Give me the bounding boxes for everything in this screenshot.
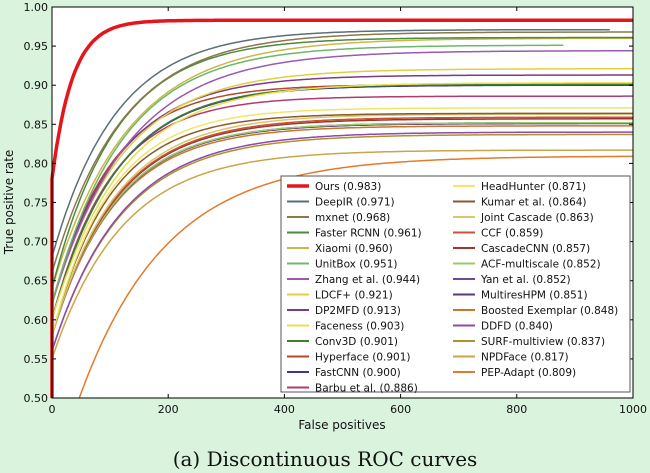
y-tick-label: 0.95 <box>24 40 49 53</box>
legend-label: Hyperface (0.901) <box>315 352 411 364</box>
legend-label: UnitBox (0.951) <box>315 259 397 271</box>
legend-label: MultiresHPM (0.851) <box>481 290 588 302</box>
legend-label: DeepIR (0.971) <box>315 197 395 209</box>
y-tick-label: 0.80 <box>24 157 49 170</box>
roc-curve <box>51 31 633 398</box>
roc-curves <box>50 18 633 399</box>
roc-curve <box>51 131 633 398</box>
legend-label: CCF (0.859) <box>481 228 543 240</box>
legend-label: Yan et al. (0.852) <box>480 274 571 286</box>
roc-curve <box>51 113 633 398</box>
y-axis: 0.50 0.55 0.60 0.65 0.70 0.75 0.80 0.85 0.90 0.95… <box>24 1 633 405</box>
legend-label: Zhang et al. (0.944) <box>315 274 420 286</box>
figure-caption: (a) Discontinuous ROC curves <box>172 447 478 471</box>
roc-curve <box>51 121 633 398</box>
y-tick-label: 0.85 <box>24 118 49 131</box>
legend-label: Boosted Exemplar (0.848) <box>481 305 618 317</box>
y-axis-label: True positive rate <box>2 150 16 256</box>
legend-label: DDFD (0.840) <box>481 321 553 333</box>
x-tick-label: 600 <box>390 403 411 416</box>
roc-curve <box>51 50 633 398</box>
x-tick-label: 0 <box>49 403 56 416</box>
legend-label: Kumar et al. (0.864) <box>481 197 587 209</box>
y-tick-label: 0.70 <box>24 236 49 249</box>
roc-curve <box>51 118 633 398</box>
legend-label: PEP-Adapt (0.809) <box>481 367 576 379</box>
legend-label: mxnet (0.968) <box>315 212 390 224</box>
legend-label: CascadeCNN (0.857) <box>481 243 590 255</box>
roc-curve <box>51 44 564 398</box>
roc-curve <box>51 112 633 398</box>
legend: Ours (0.983) DeepIR (0.971) mxnet (0.968) F… <box>280 175 631 395</box>
roc-curve <box>51 107 633 398</box>
roc-curve <box>51 125 633 398</box>
x-axis-label: False positives <box>298 418 385 432</box>
roc-curve <box>51 68 633 398</box>
y-tick-label: 0.75 <box>24 197 49 210</box>
x-tick-label: 400 <box>274 403 295 416</box>
legend-label: ACF-multiscale (0.852) <box>481 259 601 271</box>
y-tick-label: 0.60 <box>24 314 49 327</box>
roc-curve <box>51 28 610 398</box>
legend-label: Barbu et al. (0.886) <box>315 383 418 395</box>
roc-curve <box>51 116 633 398</box>
y-tick-label: 0.65 <box>24 275 49 288</box>
legend-label: Ours (0.983) <box>315 181 381 193</box>
x-tick-label: 200 <box>158 403 179 416</box>
legend-label: HeadHunter (0.871) <box>481 181 586 193</box>
y-tick-label: 0.90 <box>24 79 49 92</box>
legend-label: SURF-multiview (0.837) <box>481 336 605 348</box>
x-axis: 0 200 400 600 800 1000 <box>49 7 647 416</box>
legend-label: Faceness (0.903) <box>315 321 404 333</box>
legend-label: Joint Cascade (0.863) <box>480 212 594 224</box>
legend-label: NPDFace (0.817) <box>481 352 569 364</box>
roc-curve <box>78 155 633 399</box>
y-tick-label: 0.55 <box>24 353 49 366</box>
roc-curve <box>51 37 633 398</box>
legend-label: DP2MFD (0.913) <box>315 305 401 317</box>
roc-curve <box>51 149 633 398</box>
roc-curve <box>50 18 633 398</box>
y-tick-label: 1.00 <box>24 1 49 14</box>
legend-label: Conv3D (0.901) <box>315 336 398 348</box>
legend-label: Faster RCNN (0.961) <box>315 228 422 240</box>
legend-label: FastCNN (0.900) <box>315 367 401 379</box>
legend-label: LDCF+ (0.921) <box>315 290 393 302</box>
x-tick-label: 1000 <box>619 403 647 416</box>
roc-curve <box>51 74 633 398</box>
roc-curve <box>51 133 633 398</box>
roc-curve <box>51 95 633 398</box>
roc-curve <box>51 82 633 398</box>
x-tick-label: 800 <box>506 403 527 416</box>
legend-label: Xiaomi (0.960) <box>315 243 393 255</box>
y-tick-label: 0.50 <box>24 392 49 405</box>
